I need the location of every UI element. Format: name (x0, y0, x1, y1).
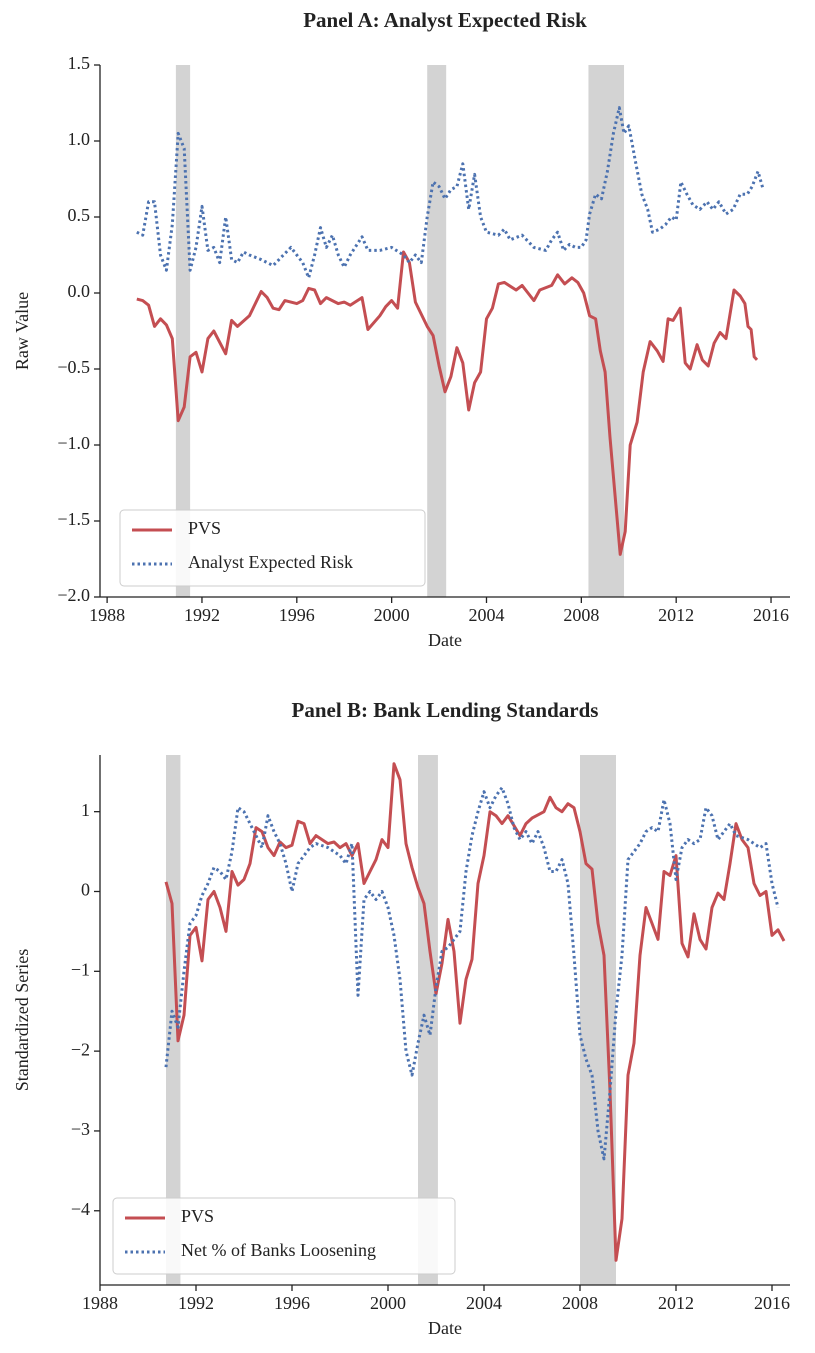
series-line (136, 106, 765, 280)
legend: PVS Analyst Expected Risk (119, 509, 426, 587)
x-tick-label: 1996 (279, 605, 315, 625)
x-tick-label: 1996 (274, 1293, 310, 1313)
y-tick-label: −1 (71, 959, 90, 979)
y-tick-label: 1.0 (68, 129, 91, 149)
y-tick-label: −1.0 (57, 433, 90, 453)
legend-label: PVS (181, 1206, 214, 1226)
x-tick-label: 2008 (562, 1293, 598, 1313)
panel: Panel A: Analyst Expected Risk −2.0 −1.5 −1… (12, 8, 790, 650)
y-tick-label: −2 (71, 1039, 90, 1059)
legend-label: PVS (188, 518, 221, 538)
y-axis-label: Raw Value (12, 292, 32, 370)
recession-shade (588, 65, 625, 597)
y-tick-label: −4 (71, 1199, 90, 1219)
legend-box (119, 509, 426, 587)
x-tick-label: 1992 (184, 605, 220, 625)
legend-label: Net % of Banks Loosening (181, 1240, 376, 1260)
x-tick-label: 2000 (374, 605, 410, 625)
x-tick-label: 1988 (89, 605, 125, 625)
y-tick-label: −3 (71, 1119, 90, 1139)
x-axis-label: Date (428, 1318, 462, 1338)
recession-shade (427, 65, 447, 597)
series-line (164, 762, 786, 1262)
recession-shade (166, 755, 181, 1285)
x-tick-label: 2012 (658, 1293, 694, 1313)
y-tick-label: 1.5 (68, 53, 91, 73)
y-tick-label: 1 (81, 800, 90, 820)
recession-shade (418, 755, 438, 1285)
panel: Panel B: Bank Lending Standards −4 −3 −2 −1 0… (12, 698, 790, 1338)
x-tick-label: 2016 (754, 1293, 790, 1313)
x-tick-label: 2016 (753, 605, 789, 625)
legend-label: Analyst Expected Risk (188, 552, 353, 572)
panel-title: Panel B: Bank Lending Standards (292, 698, 599, 722)
y-tick-label: 0.0 (68, 281, 91, 301)
legend: PVS Net % of Banks Loosening (112, 1197, 456, 1275)
panel-title: Panel A: Analyst Expected Risk (303, 8, 587, 32)
x-tick-label: 1988 (82, 1293, 118, 1313)
x-tick-label: 2000 (370, 1293, 406, 1313)
y-tick-label: −1.5 (57, 509, 90, 529)
y-tick-label: 0.5 (68, 205, 91, 225)
recession-shade (580, 755, 616, 1285)
y-tick-label: −2.0 (57, 585, 90, 605)
y-axis-label: Standardized Series (12, 949, 32, 1091)
legend-box (112, 1197, 456, 1275)
series-line (136, 250, 759, 556)
x-tick-label: 2012 (658, 605, 694, 625)
x-axis-label: Date (428, 630, 462, 650)
x-tick-label: 2004 (468, 605, 504, 625)
series-line (164, 786, 780, 1161)
x-tick-label: 1992 (178, 1293, 214, 1313)
x-tick-label: 2008 (563, 605, 599, 625)
y-tick-label: −0.5 (57, 357, 90, 377)
x-tick-label: 2004 (466, 1293, 502, 1313)
y-tick-label: 0 (81, 880, 90, 900)
